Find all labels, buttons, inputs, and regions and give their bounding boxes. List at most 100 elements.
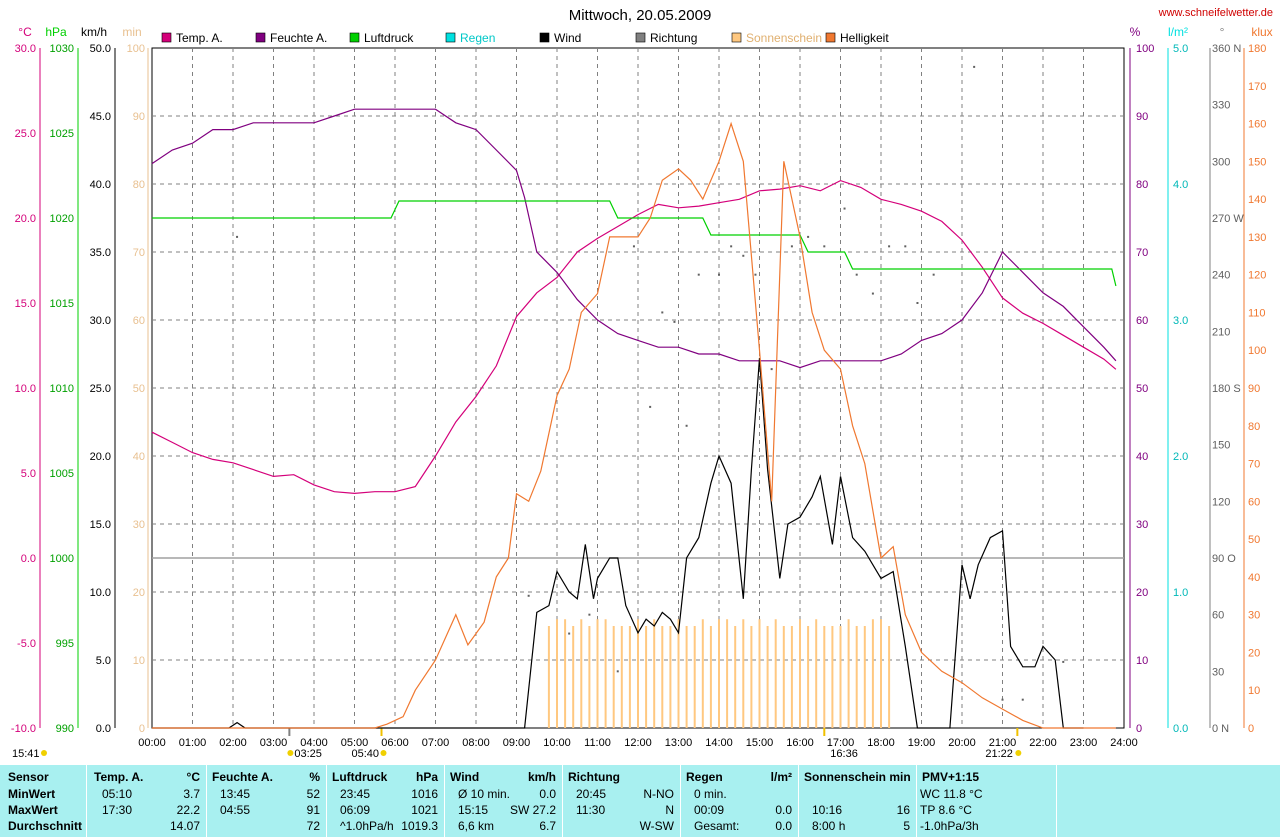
x-tick-7: 07:00	[422, 737, 450, 749]
tick-light-5: 130	[1248, 232, 1266, 244]
tick-wind-8: 10.0	[90, 587, 111, 599]
summary-cell-time: 20:45	[576, 787, 607, 801]
tick-press-0: 1030	[50, 43, 74, 55]
x-tick-24: 24:00	[1110, 737, 1138, 749]
tick-press-7: 995	[56, 638, 74, 650]
legend-swatch-2	[349, 32, 360, 43]
direction-point-0	[236, 235, 239, 238]
chart-canvas: Mittwoch, 20.05.2009 www.schneifelwetter.…	[11, 7, 1273, 760]
tick-dir-9: 90 O	[1212, 553, 1236, 565]
tick-dir-11: 30	[1212, 666, 1224, 678]
summary-cell-value: 1019.3	[401, 819, 438, 833]
tick-wind-10: 0.0	[96, 723, 111, 735]
direction-point-18	[823, 245, 826, 248]
legend-swatch-5	[635, 32, 646, 43]
legend-swatch-4	[539, 32, 550, 43]
x-tick-4: 04:00	[300, 737, 328, 749]
x-tick-10: 10:00	[543, 737, 571, 749]
summary-cell-time: 06:09	[340, 803, 371, 817]
summary-cell-time: 17:30	[102, 803, 133, 817]
tick-temp-4: 10.0	[15, 383, 36, 395]
summary-cell-value: N	[665, 803, 674, 817]
summary-cell-value: W-SW	[639, 819, 674, 833]
summary-header: Wind	[450, 770, 480, 784]
tick-light-16: 20	[1248, 647, 1260, 659]
summary-cell-value: 16	[896, 803, 910, 817]
tick-press-5: 1005	[50, 468, 74, 480]
tick-light-3: 150	[1248, 156, 1266, 168]
direction-point-22	[888, 245, 891, 248]
tick-temp-2: 20.0	[15, 213, 36, 225]
tick-wind-5: 25.0	[90, 383, 111, 395]
legend-label-7: Helligkeit	[840, 31, 889, 45]
summary-cell-value: 1016	[411, 787, 438, 801]
tick-light-12: 60	[1248, 496, 1260, 508]
tick-light-0: 180	[1248, 43, 1266, 55]
direction-point-25	[932, 273, 935, 276]
x-tick-22: 22:00	[1029, 737, 1057, 749]
summary-cell-time: 13:45	[220, 787, 251, 801]
direction-point-10	[697, 273, 700, 276]
axis-unit-press: hPa	[45, 25, 67, 39]
legend-label-5: Richtung	[650, 31, 697, 45]
tick-temp-6: 0.0	[21, 553, 36, 565]
tick-sun-3: 70	[133, 247, 145, 259]
direction-point-23	[904, 245, 907, 248]
summary-table: Sensor MinWert MaxWert Durchschnitt Temp…	[0, 765, 1280, 837]
tick-hum-3: 70	[1136, 247, 1148, 259]
summary-cell-time: 04:55	[220, 803, 251, 817]
summary-cell-value: N-NO	[643, 787, 674, 801]
tick-sun-6: 40	[133, 451, 145, 463]
summary-cell-time: WC 11.8 °C	[920, 787, 983, 801]
direction-point-26	[973, 65, 976, 68]
x-tick-1: 01:00	[179, 737, 207, 749]
x-tick-17: 17:00	[827, 737, 855, 749]
summary-column-3: Wind km/h Ø 10 min. 0.0 15:15 SW 27.2 6,6 km 6.…	[444, 765, 563, 837]
tick-sun-4: 60	[133, 315, 145, 327]
tick-light-8: 100	[1248, 345, 1266, 357]
summary-header: Sonnenschein min	[804, 770, 911, 784]
direction-point-12	[730, 245, 733, 248]
x-tick-0: 00:00	[138, 737, 166, 749]
tick-wind-3: 35.0	[90, 247, 111, 259]
summary-column-5: Regen l/m² 0 min. 00:09 0.0 Gesamt: 0.0	[680, 765, 799, 837]
tick-press-8: 990	[56, 723, 74, 735]
direction-point-14	[754, 273, 757, 276]
direction-point-11	[718, 273, 720, 276]
summary-cell-time: 15:15	[458, 803, 489, 817]
direction-point-1	[527, 594, 530, 597]
summary-cell-value: 0.0	[539, 787, 556, 801]
legend-label-6: Sonnenschein	[746, 31, 822, 45]
tick-wind-0: 50.0	[90, 43, 111, 55]
summary-cell-time: 8:00 h	[812, 819, 846, 833]
direction-point-7	[661, 311, 664, 314]
tick-dir-8: 120	[1212, 496, 1230, 508]
axis-unit-sun: min	[122, 25, 141, 39]
legend-swatch-0	[161, 32, 172, 43]
tick-hum-2: 80	[1136, 179, 1148, 191]
series-line-tempa	[151, 179, 1117, 495]
tick-light-10: 80	[1248, 421, 1260, 433]
summary-cell-time: ^1.0hPa/h	[340, 819, 394, 833]
legend-label-4: Wind	[554, 31, 581, 45]
summary-header: Regen	[686, 770, 723, 784]
summary-unit: l/m²	[770, 770, 792, 784]
summary-unit: km/h	[527, 770, 556, 784]
axis-unit-light: klux	[1251, 25, 1272, 39]
summary-cell-value: SW 27.2	[509, 803, 556, 817]
tick-light-14: 40	[1248, 572, 1260, 584]
summary-cell-value: 3.7	[183, 787, 200, 801]
summary-cell-value: 1021	[411, 803, 438, 817]
x-tick-15: 15:00	[746, 737, 774, 749]
tick-sun-2: 80	[133, 179, 145, 191]
direction-point-6	[649, 405, 652, 408]
summary-column-1: Feuchte A.% 13:45 52 04:55 91 72	[206, 765, 327, 837]
tick-dir-6: 180 S	[1212, 383, 1241, 395]
sensor-label: Sensor	[8, 770, 49, 784]
tick-wind-9: 5.0	[96, 655, 111, 667]
summary-sensor-column: Sensor MinWert MaxWert Durchschnitt	[0, 765, 87, 837]
tick-press-6: 1000	[50, 553, 74, 565]
summary-cell-value: 22.2	[176, 803, 200, 817]
tick-press-1: 1025	[50, 128, 74, 140]
summary-header: Feuchte A.	[212, 770, 273, 784]
